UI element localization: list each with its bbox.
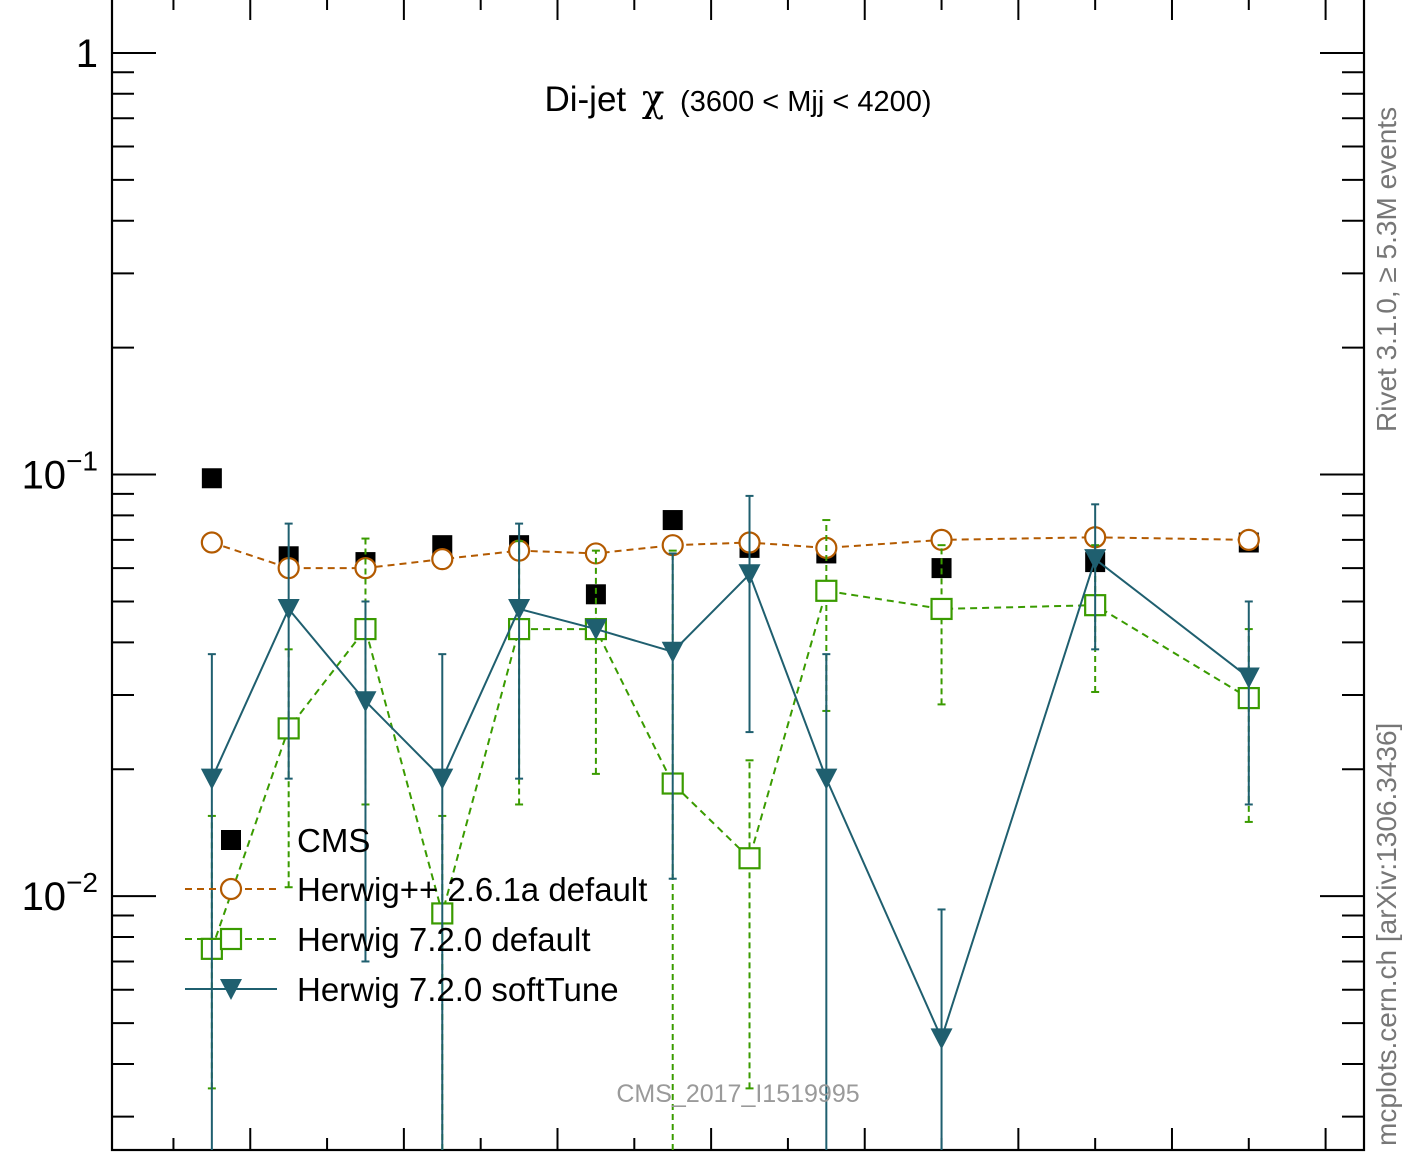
data-point xyxy=(931,558,952,579)
side-label-bottom: mcplots.cern.ch [arXiv:1306.3436] xyxy=(1371,723,1402,1146)
data-point xyxy=(662,510,683,531)
data-point xyxy=(200,531,223,554)
series-line xyxy=(210,589,1250,950)
legend-label: Herwig 7.2.0 softTune xyxy=(297,971,619,1008)
data-point xyxy=(1237,528,1260,551)
y-axis: 1 10−1 10−2 xyxy=(22,32,1364,1118)
legend-label: CMS xyxy=(297,822,370,859)
legend-marker xyxy=(219,927,243,951)
data-point xyxy=(201,468,222,489)
legend-label: Herwig++ 2.6.1a default xyxy=(297,871,647,908)
legend-label: Herwig 7.2.0 default xyxy=(297,921,591,958)
watermark: CMS_2017_I1519995 xyxy=(616,1080,859,1108)
series-3 xyxy=(200,494,1260,1150)
data-point xyxy=(815,579,838,602)
data-point xyxy=(354,691,377,713)
legend-entry: Herwig++ 2.6.1a default xyxy=(185,871,647,908)
y-tick-label: 10−1 xyxy=(22,446,98,498)
data-point xyxy=(584,619,607,641)
data-point xyxy=(200,768,223,790)
legend-marker xyxy=(219,877,243,901)
data-point xyxy=(277,598,300,620)
data-point xyxy=(930,528,953,551)
data-point xyxy=(585,584,606,605)
data-point xyxy=(431,768,454,790)
series-layer xyxy=(200,468,1260,1150)
data-point xyxy=(815,768,838,790)
legend-entry: Herwig 7.2.0 default xyxy=(185,921,591,958)
data-point xyxy=(930,597,953,621)
x-axis xyxy=(172,0,1327,1150)
data-point xyxy=(1084,549,1107,571)
data-point xyxy=(738,564,761,586)
chart-title: Di-jet χ (3600 < Mjj < 4200) xyxy=(544,77,931,120)
legend-entry: CMS xyxy=(221,822,370,859)
series-line xyxy=(211,536,1249,570)
series-line xyxy=(210,557,1250,1042)
data-point xyxy=(1237,667,1260,689)
data-point xyxy=(431,548,454,571)
side-label-top: Rivet 3.1.0, ≥ 5.3M events xyxy=(1371,107,1402,432)
data-point xyxy=(661,534,684,557)
legend-marker xyxy=(221,830,241,850)
y-tick-label: 10−2 xyxy=(22,867,98,919)
plot-border xyxy=(110,0,1366,1152)
data-point xyxy=(738,847,761,870)
legend-entry: Herwig 7.2.0 softTune xyxy=(185,971,619,1008)
y-tick-label: 1 xyxy=(76,32,98,76)
data-point xyxy=(354,556,377,580)
data-point xyxy=(508,598,531,620)
data-point xyxy=(930,1028,953,1050)
data-point xyxy=(661,641,684,663)
legend-marker xyxy=(220,979,242,1000)
plot-frame xyxy=(110,0,1366,1152)
legend: CMS Herwig++ 2.6.1a default Herwig 7.2.0 d… xyxy=(185,822,647,1008)
